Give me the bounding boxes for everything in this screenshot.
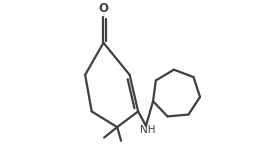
Text: O: O xyxy=(98,2,108,15)
Text: NH: NH xyxy=(140,125,155,135)
